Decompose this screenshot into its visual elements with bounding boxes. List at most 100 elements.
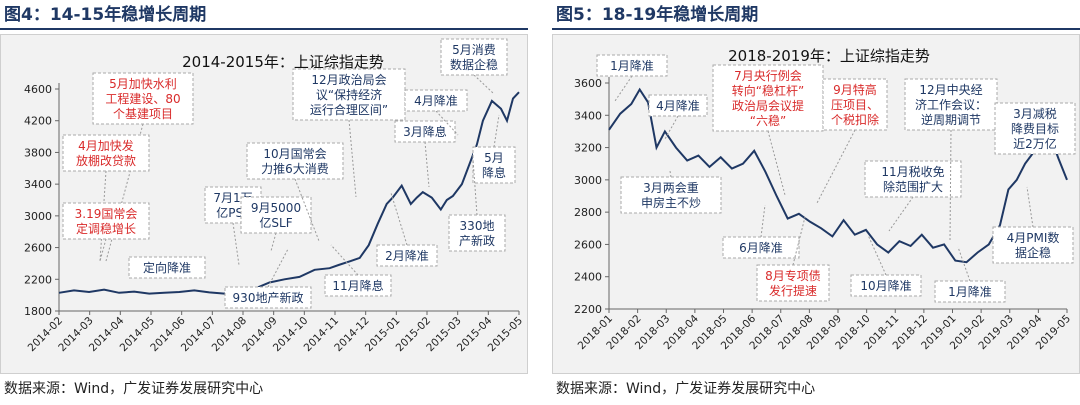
annotation-text: 10月国常会力推6大消费 <box>261 147 329 176</box>
figure-5-source: 数据来源：Wind，广发证券发展研究中心 <box>556 381 816 397</box>
annotation-text: 2月降准 <box>385 249 429 263</box>
y-tick-label: 3000 <box>24 210 52 223</box>
annotation-text: 330地产新政 <box>459 219 495 248</box>
annotation-box <box>648 94 708 117</box>
annotation-box <box>756 264 830 302</box>
annotation-box <box>394 120 456 143</box>
index-line <box>58 91 520 295</box>
y-tick-label: 3200 <box>574 142 602 155</box>
annotation-text: 4月降准 <box>656 99 700 113</box>
annotation-box <box>722 236 800 259</box>
annotation-box <box>994 102 1076 155</box>
annotation-pointer <box>232 222 240 266</box>
annotation-text: 5月消费数据企稳 <box>450 43 498 72</box>
annotation-pointer <box>424 141 430 188</box>
annotation-box <box>850 274 922 297</box>
index-line <box>608 87 1068 264</box>
annotation-pointer <box>816 129 856 204</box>
annotation-box <box>324 274 392 297</box>
annotation-text: 9月5000 亿SLF <box>251 201 301 230</box>
y-tick-label: 3600 <box>574 77 602 90</box>
annotation-text: 4月PMI数据企稳 <box>1007 230 1060 260</box>
y-tick-label: 3800 <box>24 146 52 159</box>
annotation-text: 7月央行例会转向“稳杠杆”政治局会议提“六稳” <box>732 69 804 128</box>
annotation-text: 9月特高压项目、个税扣除 <box>831 82 879 127</box>
chart-2014-2015: 2014-2015年：上证综指走势 1800 2200 2600 3000 3400 380… <box>24 38 525 354</box>
annotation-text: 3月降息 <box>403 124 447 139</box>
y-tick-label: 2800 <box>574 206 602 219</box>
y-tick-label: 3400 <box>574 109 602 122</box>
annotation-box <box>92 72 194 125</box>
annotation-pointer <box>435 110 459 136</box>
annotation-pointer <box>472 158 478 216</box>
annotation-box <box>62 202 150 240</box>
annotation-box <box>934 280 1006 303</box>
annotation-box <box>240 196 312 234</box>
figure-4-heading: 图4：14-15年稳增长周期 <box>0 0 528 30</box>
annotation-box <box>224 286 312 309</box>
annotation-text: 3.19国常会定调稳增长 <box>75 207 138 236</box>
y-tick-label: 2400 <box>574 271 602 284</box>
annotation-pointer <box>949 129 952 242</box>
annotation-text: 930地产新政 <box>233 290 304 305</box>
annotation-pointer <box>473 74 494 94</box>
annotation-pointer <box>957 246 971 282</box>
y-tick-label: 3400 <box>24 178 52 191</box>
annotation-text: 10月降准 <box>860 279 911 293</box>
annotation-box <box>128 256 206 279</box>
chart-panel-2018: 2018-2019年：上证综指走势 2200 2400 2600 2800 3000 320… <box>552 34 1080 374</box>
annotation-pointer <box>760 204 766 238</box>
annotation-box <box>822 78 888 131</box>
annotation-box <box>376 244 438 267</box>
annotation-pointer <box>614 75 633 102</box>
annotation-text: 11月降息 <box>332 278 383 293</box>
annotation-pointer <box>1026 186 1034 228</box>
annotation-pointer <box>888 196 914 232</box>
chart-title: 2018-2019年：上证综指走势 <box>728 47 930 65</box>
annotation-box <box>596 54 668 77</box>
annotation-text: 4月降准 <box>414 94 458 108</box>
annotation-pointer <box>294 178 320 242</box>
annotation-box <box>440 38 508 76</box>
annotation-text: 8月专项债发行提速 <box>765 268 821 298</box>
annotation-box <box>448 214 506 252</box>
annotation-pointer <box>867 234 887 276</box>
y-tick-label: 4600 <box>24 83 52 96</box>
annotation-text: 4月加快发放棚改贷款 <box>76 138 136 168</box>
annotation-box <box>864 160 962 198</box>
annotation-text: 3月减税降费目标近2万亿 <box>1011 107 1059 151</box>
annotation-text: 5月降息 <box>482 151 506 180</box>
annotation-box <box>62 134 150 172</box>
annotation-pointer <box>390 192 408 246</box>
y-tick-label: 3000 <box>574 174 602 187</box>
annotation-pointer <box>270 232 277 252</box>
annotation-box <box>472 146 516 184</box>
annotation-text: 1月降准 <box>610 59 654 73</box>
annotation-pointer <box>669 170 672 178</box>
annotation-text: 定向降准 <box>143 260 191 275</box>
annotation-pointer <box>664 115 679 140</box>
annotation-text: 12月中央经济工作会议：逆周期调节 <box>915 82 987 127</box>
figure-5-heading: 图5：18-19年稳增长周期 <box>552 0 1080 30</box>
annotation-box <box>712 64 824 132</box>
annotation-pointer <box>792 216 806 266</box>
figure-4-source: 数据来源：Wind，广发证券发展研究中心 <box>4 381 264 397</box>
y-tick-label: 4200 <box>24 115 52 128</box>
y-tick-label: 2600 <box>574 238 602 251</box>
annotation-pointer <box>348 119 357 198</box>
annotation-pointer <box>99 238 107 262</box>
y-tick-label: 2200 <box>574 303 602 316</box>
annotation-text: 5月加快水利工程建设、80 个基建项目 <box>105 77 180 121</box>
annotation-box <box>404 89 468 112</box>
annotation-text: 1月降准 <box>948 285 992 299</box>
annotation-text: 11月税收免除范围扩大 <box>881 164 944 194</box>
annotation-pointer <box>767 130 786 196</box>
chart-title: 2014-2015年：上证综指走势 <box>182 53 384 71</box>
annotation-box <box>992 226 1074 264</box>
annotation-text: 6月降准 <box>739 241 783 255</box>
annotation-pointer <box>267 248 289 288</box>
annotation-box <box>620 176 722 214</box>
annotation-text: 3月两会重申房主不炒 <box>641 181 701 210</box>
y-tick-label: 2600 <box>24 242 52 255</box>
y-tick-label: 2200 <box>24 273 52 286</box>
